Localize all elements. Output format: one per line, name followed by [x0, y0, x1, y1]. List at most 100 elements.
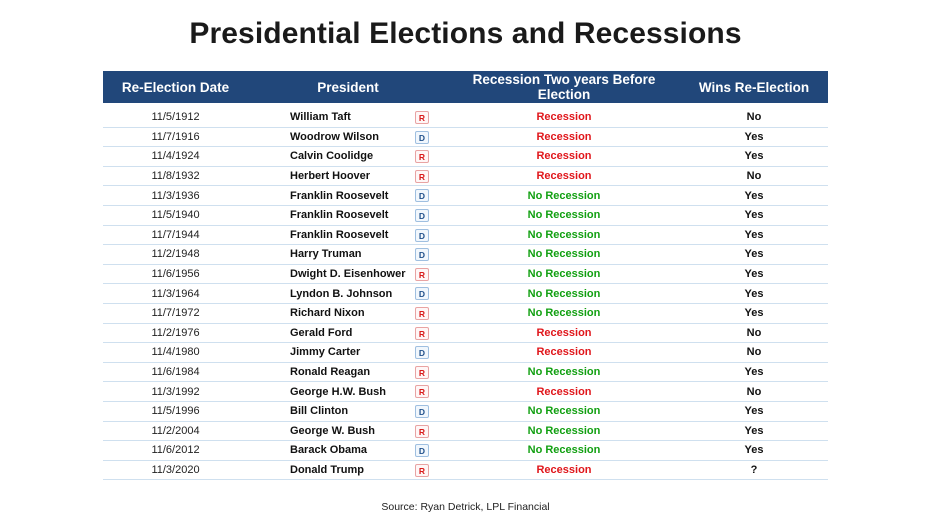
party-badge: D	[415, 130, 429, 144]
president-name: Harry Truman	[290, 248, 362, 261]
table-header: Re-Election Date President Recession Two…	[103, 71, 828, 103]
election-date: 11/2/1948	[151, 248, 200, 261]
table-row: 11/7/1916 Woodrow Wilson Recession Yes D	[103, 128, 828, 148]
wins-reelection: Yes	[744, 444, 764, 457]
wins-reelection: Yes	[744, 424, 764, 437]
table-row: 11/2/1976 Gerald Ford Recession No R	[103, 324, 828, 344]
page-title: Presidential Elections and Recessions	[189, 17, 742, 50]
election-date: 11/8/1932	[151, 170, 200, 183]
table-row: 11/6/1984 Ronald Reagan No Recession Yes R	[103, 363, 828, 383]
table-row: 11/3/1964 Lyndon B. Johnson No Recession Ye…	[103, 284, 828, 304]
president-name: Bill Clinton	[290, 405, 349, 418]
table-row: 11/8/1932 Herbert Hoover Recession No R	[103, 167, 828, 187]
election-date: 11/7/1916	[151, 130, 200, 143]
header-president: President	[317, 79, 379, 95]
source-note: Source: Ryan Detrick, LPL Financial	[381, 501, 550, 513]
party-badge: D	[415, 208, 429, 222]
table-row: 11/6/1956 Dwight D. Eisenhower No Recessio…	[103, 265, 828, 285]
table-row: 11/7/1944 Franklin Roosevelt No Recession Y…	[103, 226, 828, 246]
party-badge: D	[415, 189, 429, 203]
party-badge: R	[415, 306, 429, 320]
recession-status: Recession	[536, 346, 592, 359]
wins-reelection: Yes	[744, 248, 764, 261]
wins-reelection: No	[746, 170, 762, 183]
election-date: 11/3/1992	[151, 385, 200, 398]
president-name: George W. Bush	[290, 424, 375, 437]
recession-status: Recession	[536, 170, 592, 183]
table-row: 11/5/1940 Franklin Roosevelt No Recession Y…	[103, 206, 828, 226]
table-row: 11/2/2004 George W. Bush No Recession Yes R	[103, 422, 828, 442]
table-row: 11/3/2020 Donald Trump Recession? R	[103, 461, 828, 481]
president-name: Dwight D. Eisenhower	[290, 268, 406, 281]
election-date: 11/5/1912	[151, 111, 200, 124]
election-date: 11/3/1964	[151, 287, 200, 300]
recession-status: Recession	[536, 111, 592, 124]
table-row: 11/5/1912 William Taft Recession No R	[103, 108, 828, 128]
election-date: 11/6/1984	[151, 366, 200, 379]
wins-reelection: No	[746, 111, 762, 124]
president-name: Franklin Roosevelt	[290, 189, 389, 202]
election-date: 11/5/1996	[151, 405, 200, 418]
party-badge: R	[415, 463, 429, 477]
party-badge: D	[415, 287, 429, 301]
recession-status: No Recession	[527, 228, 601, 241]
president-name: Herbert Hoover	[290, 170, 371, 183]
election-date: 11/5/1940	[151, 209, 200, 222]
president-name: Lyndon B. Johnson	[290, 287, 393, 300]
header-wins: Wins Re-Election	[698, 79, 810, 95]
wins-reelection: Yes	[744, 405, 764, 418]
recession-status: Recession	[536, 150, 592, 163]
party-badge: R	[415, 267, 429, 281]
table-row: 11/3/1992 George H.W. Bush Recession No R	[103, 382, 828, 402]
recession-status: No Recession	[527, 424, 601, 437]
party-badge: R	[415, 169, 429, 183]
table-row: 11/3/1936 Franklin Roosevelt No Recession Y…	[103, 186, 828, 206]
recession-status: No Recession	[527, 307, 601, 320]
president-name: William Taft	[290, 111, 351, 124]
president-name: Woodrow Wilson	[290, 130, 379, 143]
party-badge: R	[415, 385, 429, 399]
election-date: 11/4/1980	[151, 346, 200, 359]
election-date: 11/4/1924	[151, 150, 200, 163]
party-badge: R	[415, 365, 429, 379]
recession-status: No Recession	[527, 248, 601, 261]
recession-status: No Recession	[527, 268, 601, 281]
president-name: Richard Nixon	[290, 307, 365, 320]
table-row: 11/7/1972 Richard Nixon No Recession Yes R	[103, 304, 828, 324]
election-date: 11/3/2020	[151, 463, 200, 476]
election-date: 11/7/1944	[151, 228, 200, 241]
election-date: 11/6/2012	[151, 444, 200, 457]
elections-table: Re-Election Date President Recession Two…	[103, 71, 828, 481]
recession-status: Recession	[536, 463, 592, 476]
party-badge: R	[415, 150, 429, 164]
president-name: Franklin Roosevelt	[290, 228, 389, 241]
table-row: 11/2/1948 Harry Truman No Recession Yes D	[103, 245, 828, 265]
party-badge: D	[415, 346, 429, 360]
recession-status: Recession	[536, 385, 592, 398]
table-row: 11/6/2012 Barack Obama No Recession Yes D	[103, 441, 828, 461]
party-badge: R	[415, 326, 429, 340]
wins-reelection: No	[746, 346, 762, 359]
wins-reelection: Yes	[744, 287, 764, 300]
president-name: George H.W. Bush	[290, 385, 386, 398]
wins-reelection: Yes	[744, 228, 764, 241]
wins-reelection: No	[746, 326, 762, 339]
recession-status: No Recession	[527, 444, 601, 457]
party-badge: D	[415, 444, 429, 458]
recession-status: Recession	[536, 130, 592, 143]
president-name: Calvin Coolidge	[290, 150, 374, 163]
party-badge: D	[415, 248, 429, 262]
party-badge: D	[415, 228, 429, 242]
table-row: 11/4/1924 Calvin Coolidge Recession Yes R	[103, 147, 828, 167]
president-name: Donald Trump	[290, 463, 364, 476]
president-name: Barack Obama	[290, 444, 368, 457]
election-date: 11/2/2004	[151, 424, 200, 437]
election-date: 11/7/1972	[151, 307, 200, 320]
wins-reelection: ?	[750, 463, 758, 476]
recession-status: No Recession	[527, 209, 601, 222]
wins-reelection: Yes	[744, 307, 764, 320]
president-name: Franklin Roosevelt	[290, 209, 389, 222]
table-row: 11/4/1980 Jimmy Carter Recession No D	[103, 343, 828, 363]
recession-status: No Recession	[527, 189, 601, 202]
wins-reelection: Yes	[744, 268, 764, 281]
